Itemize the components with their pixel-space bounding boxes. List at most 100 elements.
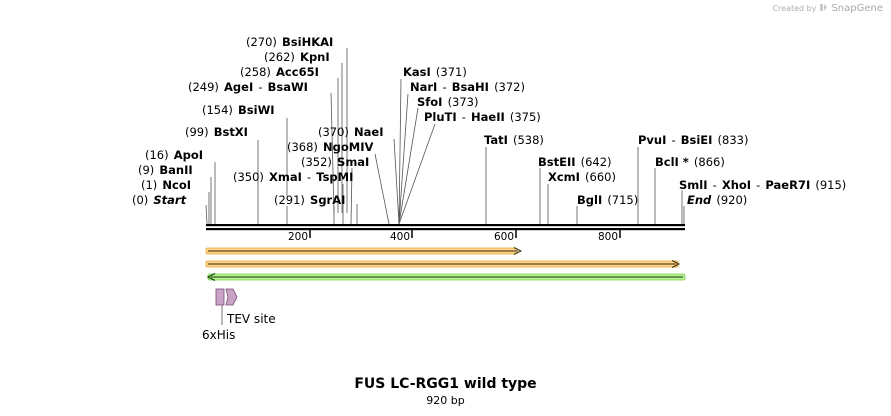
site-pos: (1) bbox=[141, 178, 157, 192]
site-name2: HaeII bbox=[471, 110, 505, 124]
site-name: BsiWI bbox=[238, 103, 275, 117]
site-name: NcoI bbox=[162, 178, 191, 192]
site-pos: (270) bbox=[246, 35, 277, 49]
leader-start bbox=[205, 204, 208, 225]
site-name: NarI bbox=[410, 80, 437, 94]
site-smai: (352) SmaI bbox=[301, 151, 369, 170]
site-name: SmlI bbox=[679, 178, 708, 192]
map-length: 920 bp bbox=[426, 394, 465, 407]
site-pos: (99) bbox=[185, 125, 209, 139]
site-name2: XhoI bbox=[722, 178, 751, 192]
site-name: SgrAI bbox=[310, 193, 345, 207]
site-pos: (538) bbox=[513, 133, 544, 147]
site-pos: (833) bbox=[718, 133, 749, 147]
leader-ngomiv bbox=[374, 153, 390, 225]
ruler-label-400: 400 bbox=[390, 231, 410, 243]
credit-brand: SnapGene bbox=[831, 3, 883, 14]
site-sfoi: SfoI (373) bbox=[417, 91, 479, 110]
site-name: NaeI bbox=[354, 125, 383, 139]
ruler-label-600: 600 bbox=[494, 231, 514, 243]
site-name: PvuI bbox=[638, 133, 666, 147]
site-pos: (9) bbox=[138, 163, 154, 177]
site-pos: (372) bbox=[494, 80, 525, 94]
site-pos: (154) bbox=[202, 103, 233, 117]
site-name: XmaI bbox=[269, 170, 302, 184]
site-name: BstXI bbox=[214, 125, 248, 139]
site-sep: - bbox=[462, 110, 466, 124]
site-name: SmaI bbox=[337, 155, 369, 169]
site-name: AgeI bbox=[224, 80, 253, 94]
map-title: FUS LC-RGG1 wild type bbox=[354, 376, 537, 392]
site-name: ApoI bbox=[174, 148, 203, 162]
site-start: (0) Start bbox=[132, 189, 187, 208]
snapgene-credit: Created by SnapGene bbox=[772, 3, 883, 14]
site-pos: (660) bbox=[585, 170, 616, 184]
site-sep: - bbox=[307, 170, 311, 184]
site-name2: BsiEI bbox=[681, 133, 713, 147]
leader-pluti bbox=[398, 123, 436, 225]
site-labels: (270) BsiHKAI (262) KpnI (258) Acc65I (2… bbox=[132, 31, 846, 208]
site-name: SfoI bbox=[417, 95, 442, 109]
site-xcmi: XcmI (660) bbox=[548, 166, 616, 185]
site-kasi: KasI (371) bbox=[403, 61, 467, 80]
site-xmai-tspmi: (350) XmaI - TspMI bbox=[233, 166, 353, 185]
leader-smai bbox=[350, 167, 353, 225]
site-name: TatI bbox=[484, 133, 508, 147]
site-pos: (866) bbox=[694, 155, 725, 169]
site-end: End (920) bbox=[687, 189, 747, 208]
leader-sfoi bbox=[398, 107, 419, 225]
site-name: BsiHKAI bbox=[282, 35, 333, 49]
site-pos: (262) bbox=[264, 50, 295, 64]
site-name: NgoMIV bbox=[323, 140, 373, 154]
site-naei: (370) NaeI bbox=[318, 121, 384, 140]
his-tag-label: 6xHis bbox=[202, 328, 235, 342]
orange-feature-arrow-2[interactable] bbox=[205, 260, 681, 268]
site-pos: (371) bbox=[436, 65, 467, 79]
credit-created-by: Created by bbox=[772, 4, 817, 13]
site-bgli: BglI (715) bbox=[577, 189, 638, 208]
site-name: BclI * bbox=[655, 155, 689, 169]
site-pos: (0) bbox=[132, 193, 148, 207]
feature-arrows bbox=[205, 247, 686, 281]
site-pos: (920) bbox=[716, 193, 747, 207]
green-feature-arrow[interactable] bbox=[206, 273, 686, 281]
site-pos: (291) bbox=[274, 193, 305, 207]
site-sep: - bbox=[713, 178, 717, 192]
leader-agei bbox=[330, 92, 335, 214]
tev-site-arrow[interactable] bbox=[225, 288, 238, 306]
tev-site-label: TEV site bbox=[226, 312, 276, 326]
leader-nari bbox=[398, 93, 409, 225]
site-name: XcmI bbox=[548, 170, 580, 184]
site-name: BanII bbox=[159, 163, 192, 177]
site-pos: (375) bbox=[510, 110, 541, 124]
site-kpni: (262) KpnI bbox=[264, 46, 330, 65]
orange-feature-arrow-1[interactable] bbox=[205, 247, 523, 255]
site-leader-lines bbox=[205, 48, 685, 225]
site-pos: (642) bbox=[581, 155, 612, 169]
site-pos: (352) bbox=[301, 155, 332, 169]
site-ncoi: (1) NcoI bbox=[141, 174, 191, 193]
site-name: PluTI bbox=[424, 110, 457, 124]
dna-backbone bbox=[206, 224, 685, 231]
small-features: TEV site 6xHis bbox=[202, 288, 276, 342]
site-name: End bbox=[687, 193, 712, 207]
site-tati: TatI (538) bbox=[484, 129, 544, 148]
site-name: BglI bbox=[577, 193, 602, 207]
site-pos: (915) bbox=[815, 178, 846, 192]
his-tag-box[interactable] bbox=[215, 288, 225, 306]
snapgene-logo-icon bbox=[819, 3, 828, 14]
site-bsihkai: (270) BsiHKAI bbox=[246, 31, 333, 50]
site-bcli: BclI * (866) bbox=[655, 151, 725, 170]
site-name: BstEII bbox=[538, 155, 576, 169]
site-pvui-bsiei: PvuI - BsiEI (833) bbox=[638, 129, 748, 148]
site-pos: (370) bbox=[318, 125, 349, 139]
site-pos: (368) bbox=[287, 140, 318, 154]
leader-naei bbox=[393, 138, 400, 225]
site-banii: (9) BanII bbox=[138, 159, 193, 178]
site-bsteii: BstEII (642) bbox=[538, 151, 612, 170]
site-sep: - bbox=[442, 80, 446, 94]
site-pos: (258) bbox=[240, 65, 271, 79]
ruler-label-200: 200 bbox=[288, 231, 308, 243]
ruler: 200 400 600 800 bbox=[288, 230, 621, 243]
